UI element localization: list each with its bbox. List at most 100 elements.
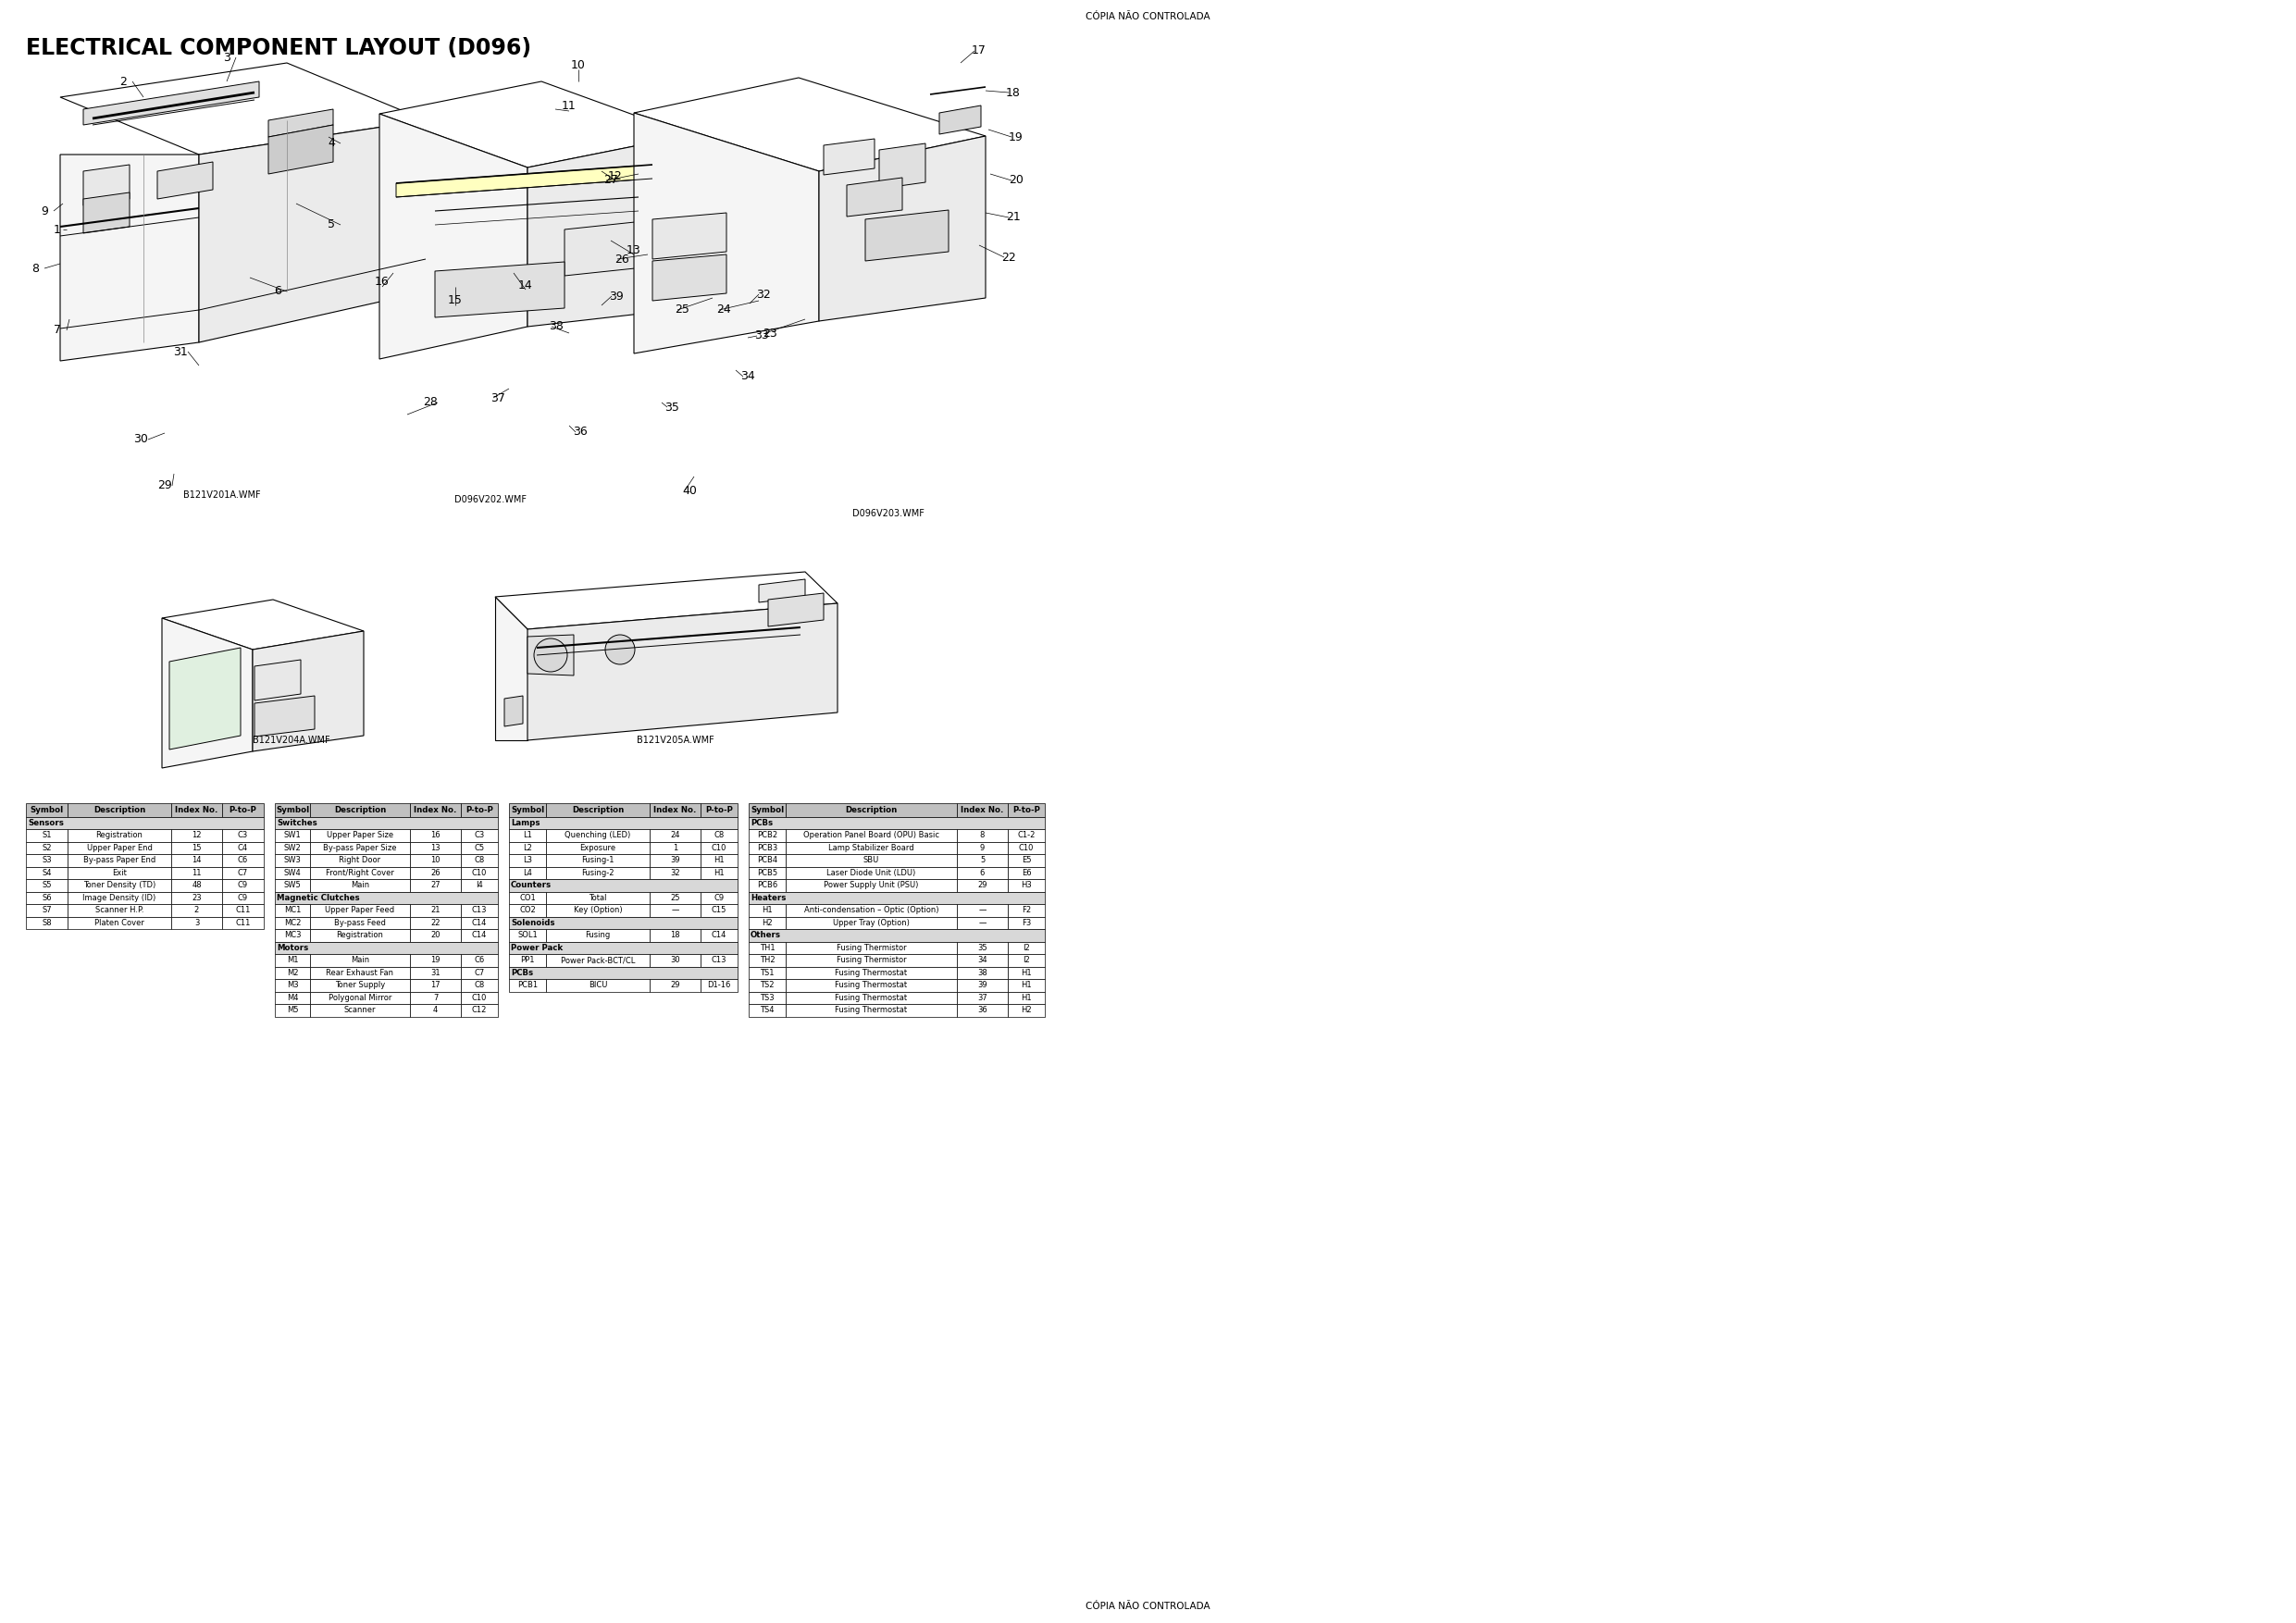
- Text: PCB4: PCB4: [758, 857, 778, 865]
- Bar: [510, 917, 737, 928]
- Text: Description: Description: [333, 805, 386, 815]
- Bar: [957, 954, 1008, 966]
- Circle shape: [606, 635, 636, 664]
- Text: I4: I4: [475, 881, 482, 889]
- Text: E5: E5: [1022, 857, 1031, 865]
- Text: Fusing: Fusing: [585, 932, 611, 940]
- Bar: [785, 917, 957, 928]
- Bar: [748, 928, 1045, 941]
- Bar: [510, 954, 546, 966]
- Bar: [650, 928, 700, 941]
- Bar: [510, 941, 737, 954]
- Bar: [785, 979, 957, 992]
- Bar: [1008, 829, 1045, 842]
- Text: 31: 31: [432, 969, 441, 977]
- Polygon shape: [505, 696, 523, 727]
- Bar: [172, 854, 223, 867]
- Text: Description: Description: [94, 805, 145, 815]
- Text: 5: 5: [980, 857, 985, 865]
- Bar: [461, 928, 498, 941]
- Text: 37: 37: [978, 993, 987, 1001]
- Bar: [1008, 842, 1045, 854]
- Polygon shape: [824, 140, 875, 175]
- Text: M1: M1: [287, 956, 298, 964]
- Text: PCBs: PCBs: [510, 969, 533, 977]
- Bar: [461, 867, 498, 880]
- Text: C10: C10: [1019, 844, 1033, 852]
- Bar: [276, 928, 310, 941]
- Text: Upper Tray (Option): Upper Tray (Option): [833, 919, 909, 927]
- Polygon shape: [769, 592, 824, 626]
- Bar: [223, 904, 264, 917]
- Text: Rear Exhaust Fan: Rear Exhaust Fan: [326, 969, 395, 977]
- Text: Power Pack-BCT/CL: Power Pack-BCT/CL: [560, 956, 636, 964]
- Bar: [25, 854, 67, 867]
- Bar: [957, 803, 1008, 816]
- Bar: [276, 979, 310, 992]
- Bar: [510, 816, 737, 829]
- Bar: [276, 954, 310, 966]
- Bar: [650, 891, 700, 904]
- Polygon shape: [163, 618, 253, 768]
- Text: Main: Main: [351, 881, 370, 889]
- Text: 1: 1: [53, 224, 62, 235]
- Bar: [276, 992, 310, 1005]
- Bar: [172, 829, 223, 842]
- Text: By-pass Paper End: By-pass Paper End: [83, 857, 156, 865]
- Bar: [748, 954, 785, 966]
- Text: Power Pack: Power Pack: [510, 943, 563, 953]
- Text: 39: 39: [608, 291, 625, 302]
- Bar: [650, 954, 700, 966]
- Bar: [1008, 904, 1045, 917]
- Bar: [461, 966, 498, 979]
- Text: H3: H3: [1022, 881, 1031, 889]
- Text: 8: 8: [32, 263, 39, 274]
- Bar: [700, 842, 737, 854]
- Polygon shape: [434, 261, 565, 318]
- Text: 2: 2: [119, 75, 126, 88]
- Bar: [510, 854, 546, 867]
- Bar: [411, 880, 461, 891]
- Text: I2: I2: [1022, 943, 1031, 953]
- Polygon shape: [60, 154, 200, 360]
- Text: TS1: TS1: [760, 969, 774, 977]
- Text: 21: 21: [1006, 211, 1022, 224]
- Polygon shape: [379, 81, 689, 167]
- Text: D1-16: D1-16: [707, 980, 730, 990]
- Bar: [223, 842, 264, 854]
- Bar: [310, 992, 411, 1005]
- Text: Solenoids: Solenoids: [510, 919, 556, 927]
- Bar: [546, 891, 650, 904]
- Bar: [546, 829, 650, 842]
- Bar: [461, 904, 498, 917]
- Text: C1-2: C1-2: [1017, 831, 1035, 839]
- Text: C8: C8: [714, 831, 723, 839]
- Bar: [785, 854, 957, 867]
- Text: H1: H1: [1022, 993, 1031, 1001]
- Bar: [310, 904, 411, 917]
- Bar: [67, 867, 172, 880]
- Text: 1: 1: [673, 844, 677, 852]
- Text: C13: C13: [471, 906, 487, 914]
- Bar: [748, 891, 1045, 904]
- Bar: [546, 842, 650, 854]
- Bar: [67, 904, 172, 917]
- Text: 4: 4: [434, 1006, 439, 1014]
- Text: C3: C3: [239, 831, 248, 839]
- Text: Fusing Thermostat: Fusing Thermostat: [836, 980, 907, 990]
- Text: Quenching (LED): Quenching (LED): [565, 831, 631, 839]
- Text: Upper Paper Size: Upper Paper Size: [326, 831, 393, 839]
- Bar: [25, 816, 264, 829]
- Text: PCB6: PCB6: [758, 881, 778, 889]
- Text: Key (Option): Key (Option): [574, 906, 622, 914]
- Bar: [223, 880, 264, 891]
- Text: C7: C7: [475, 969, 484, 977]
- Bar: [172, 880, 223, 891]
- Bar: [25, 891, 67, 904]
- Polygon shape: [397, 164, 652, 196]
- Text: 10: 10: [572, 58, 585, 71]
- Polygon shape: [269, 109, 333, 136]
- Text: Anti-condensation – Optic (Option): Anti-condensation – Optic (Option): [804, 906, 939, 914]
- Polygon shape: [253, 631, 363, 751]
- Text: Total: Total: [588, 894, 606, 902]
